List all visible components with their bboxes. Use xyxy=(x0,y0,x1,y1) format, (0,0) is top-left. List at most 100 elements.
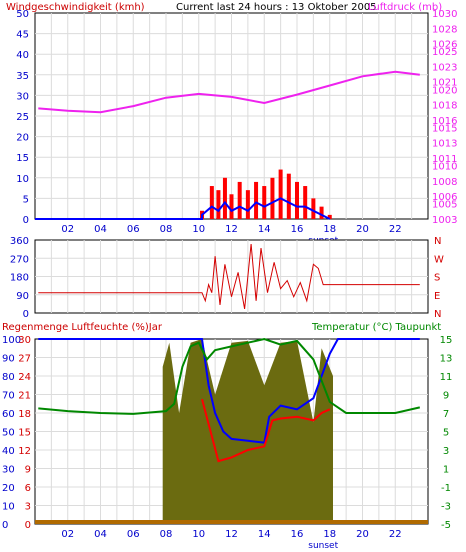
y-tick-label-humidity: 10 xyxy=(2,502,15,513)
dewpoint-line xyxy=(201,398,331,463)
y-tick-label-humidity: 30 xyxy=(2,465,15,476)
y-tick-label-wind: 35 xyxy=(16,71,29,82)
y-tick-label-pressure: 1021 xyxy=(432,78,457,89)
y-tick-label-pressure: 1030 xyxy=(432,9,457,20)
y-tick-label-rain: 18 xyxy=(18,409,31,420)
x-tick-label: 16 xyxy=(291,224,304,235)
wind-gust-bar xyxy=(216,190,221,219)
rain-area xyxy=(162,339,333,524)
y-tick-label-rain: 9 xyxy=(25,465,31,476)
y-tick-label-pressure: 1025 xyxy=(432,47,457,58)
y-tick-label-temperature: -5 xyxy=(441,520,451,531)
pressure-axis-title: Luftdruck (mb) xyxy=(368,2,442,13)
y-tick-label-pressure: 1015 xyxy=(432,123,457,134)
wind-gust-bar xyxy=(270,177,275,219)
x-tick-label: 06 xyxy=(127,529,140,540)
y-tick-label-pressure: 1006 xyxy=(432,192,457,203)
compass-label: N xyxy=(434,236,441,247)
rain-humidity-axis-title: Regenmenge Luftfeuchte (%)Jar xyxy=(2,322,163,333)
y-tick-label-pressure: 1016 xyxy=(432,116,457,127)
wind-gust-bar xyxy=(222,177,227,219)
rain-baseline xyxy=(35,520,428,524)
x-tick-label: 22 xyxy=(389,224,402,235)
y-tick-label-pressure: 1028 xyxy=(432,24,457,35)
y-tick-label-humidity: 100 xyxy=(2,335,21,346)
y-tick-label-rain: 3 xyxy=(25,502,31,513)
y-tick-label-pressure: 1020 xyxy=(432,85,457,96)
x-tick-label: 02 xyxy=(61,529,74,540)
y-tick-label-direction: 90 xyxy=(16,291,29,302)
y-tick-label-temperature: 13 xyxy=(440,354,453,365)
chart-title: Current last 24 hours : 13 Oktober 2005 xyxy=(176,2,377,13)
y-tick-label-temperature: 7 xyxy=(443,409,449,420)
x-tick-label: 20 xyxy=(356,224,369,235)
wind-gust-bar xyxy=(278,169,283,219)
y-tick-label-humidity: 0 xyxy=(2,520,8,531)
y-tick-label-pressure: 1018 xyxy=(432,101,457,112)
y-tick-label-rain: 0 xyxy=(25,520,31,531)
wind-gust-bar xyxy=(209,186,214,219)
wind-gust-bar xyxy=(254,181,259,219)
y-tick-label-wind: 30 xyxy=(16,91,29,102)
wind-direction-line xyxy=(38,244,420,309)
y-tick-label-temperature: 5 xyxy=(443,428,449,439)
x-tick-label: 04 xyxy=(94,529,107,540)
wind-gust-bar xyxy=(245,190,250,219)
rain-humidity-temperature-panel: 02 04 06 08 10 12 14 16 18 20 22sunset010203040506… xyxy=(2,335,452,551)
wind-axis-title: Windgeschwindigkeit (kmh) xyxy=(6,2,145,13)
temperature-line xyxy=(38,337,421,415)
x-tick-label: 12 xyxy=(225,224,238,235)
wind-gust-bar xyxy=(229,194,234,219)
y-tick-label-temperature: 9 xyxy=(443,391,449,402)
y-tick-label-wind: 20 xyxy=(16,133,29,144)
y-tick-label-pressure: 1010 xyxy=(432,162,457,173)
y-tick-label-wind: 45 xyxy=(16,30,29,41)
compass-label: W xyxy=(434,254,444,265)
y-tick-label-pressure: 1023 xyxy=(432,62,457,73)
compass-label: E xyxy=(434,291,440,302)
compass-label: N xyxy=(434,309,441,320)
y-tick-label-wind: 0 xyxy=(23,215,29,226)
y-tick-label-humidity: 80 xyxy=(2,372,15,383)
x-tick-label: 14 xyxy=(258,224,271,235)
x-tick-label: 18 xyxy=(323,224,336,235)
y-tick-label-rain: 6 xyxy=(25,483,31,494)
x-tick-label: 22 xyxy=(389,529,402,540)
x-tick-label: 04 xyxy=(94,224,107,235)
wind-pressure-panel: 0204060810121416182022sunset051015202530… xyxy=(16,9,457,246)
y-tick-label-pressure: 1013 xyxy=(432,139,457,150)
x-tick-label: 12 xyxy=(225,529,238,540)
y-tick-label-wind: 15 xyxy=(16,153,29,164)
x-tick-label: 20 xyxy=(356,529,369,540)
y-tick-label-wind: 40 xyxy=(16,50,29,61)
y-tick-label-rain: 30 xyxy=(18,335,31,346)
y-tick-label-temperature: 3 xyxy=(443,446,449,457)
y-tick-label-rain: 21 xyxy=(18,391,31,402)
y-tick-label-pressure: 1011 xyxy=(432,154,457,165)
y-tick-label-direction: 270 xyxy=(10,254,29,265)
x-tick-label: 16 xyxy=(291,529,304,540)
y-tick-label-wind: 25 xyxy=(16,112,29,123)
y-tick-label-temperature: 1 xyxy=(443,465,449,476)
x-tick-label: 06 xyxy=(127,224,140,235)
wind-gust-bar xyxy=(303,186,308,219)
wind-gust-bar xyxy=(319,206,324,219)
y-tick-label-temperature: -1 xyxy=(441,483,451,494)
y-tick-label-pressure: 1008 xyxy=(432,177,457,188)
x-tick-label: 18 xyxy=(323,529,336,540)
y-tick-label-wind: 50 xyxy=(16,9,29,20)
temperature-axis-title: Temperatur (°C) Taupunkt xyxy=(311,322,441,333)
y-tick-label-humidity: 50 xyxy=(2,428,15,439)
y-tick-label-pressure: 1026 xyxy=(432,40,457,51)
y-tick-label-humidity: 20 xyxy=(2,483,15,494)
y-tick-label-direction: 0 xyxy=(23,309,29,320)
x-tick-label: 10 xyxy=(192,224,205,235)
humidity-line xyxy=(38,338,420,444)
wind-gust-bar xyxy=(295,181,299,219)
y-tick-label-rain: 15 xyxy=(18,428,31,439)
y-tick-label-wind: 10 xyxy=(16,174,29,185)
y-tick-label-humidity: 70 xyxy=(2,391,15,402)
y-tick-label-temperature: 11 xyxy=(440,372,453,383)
